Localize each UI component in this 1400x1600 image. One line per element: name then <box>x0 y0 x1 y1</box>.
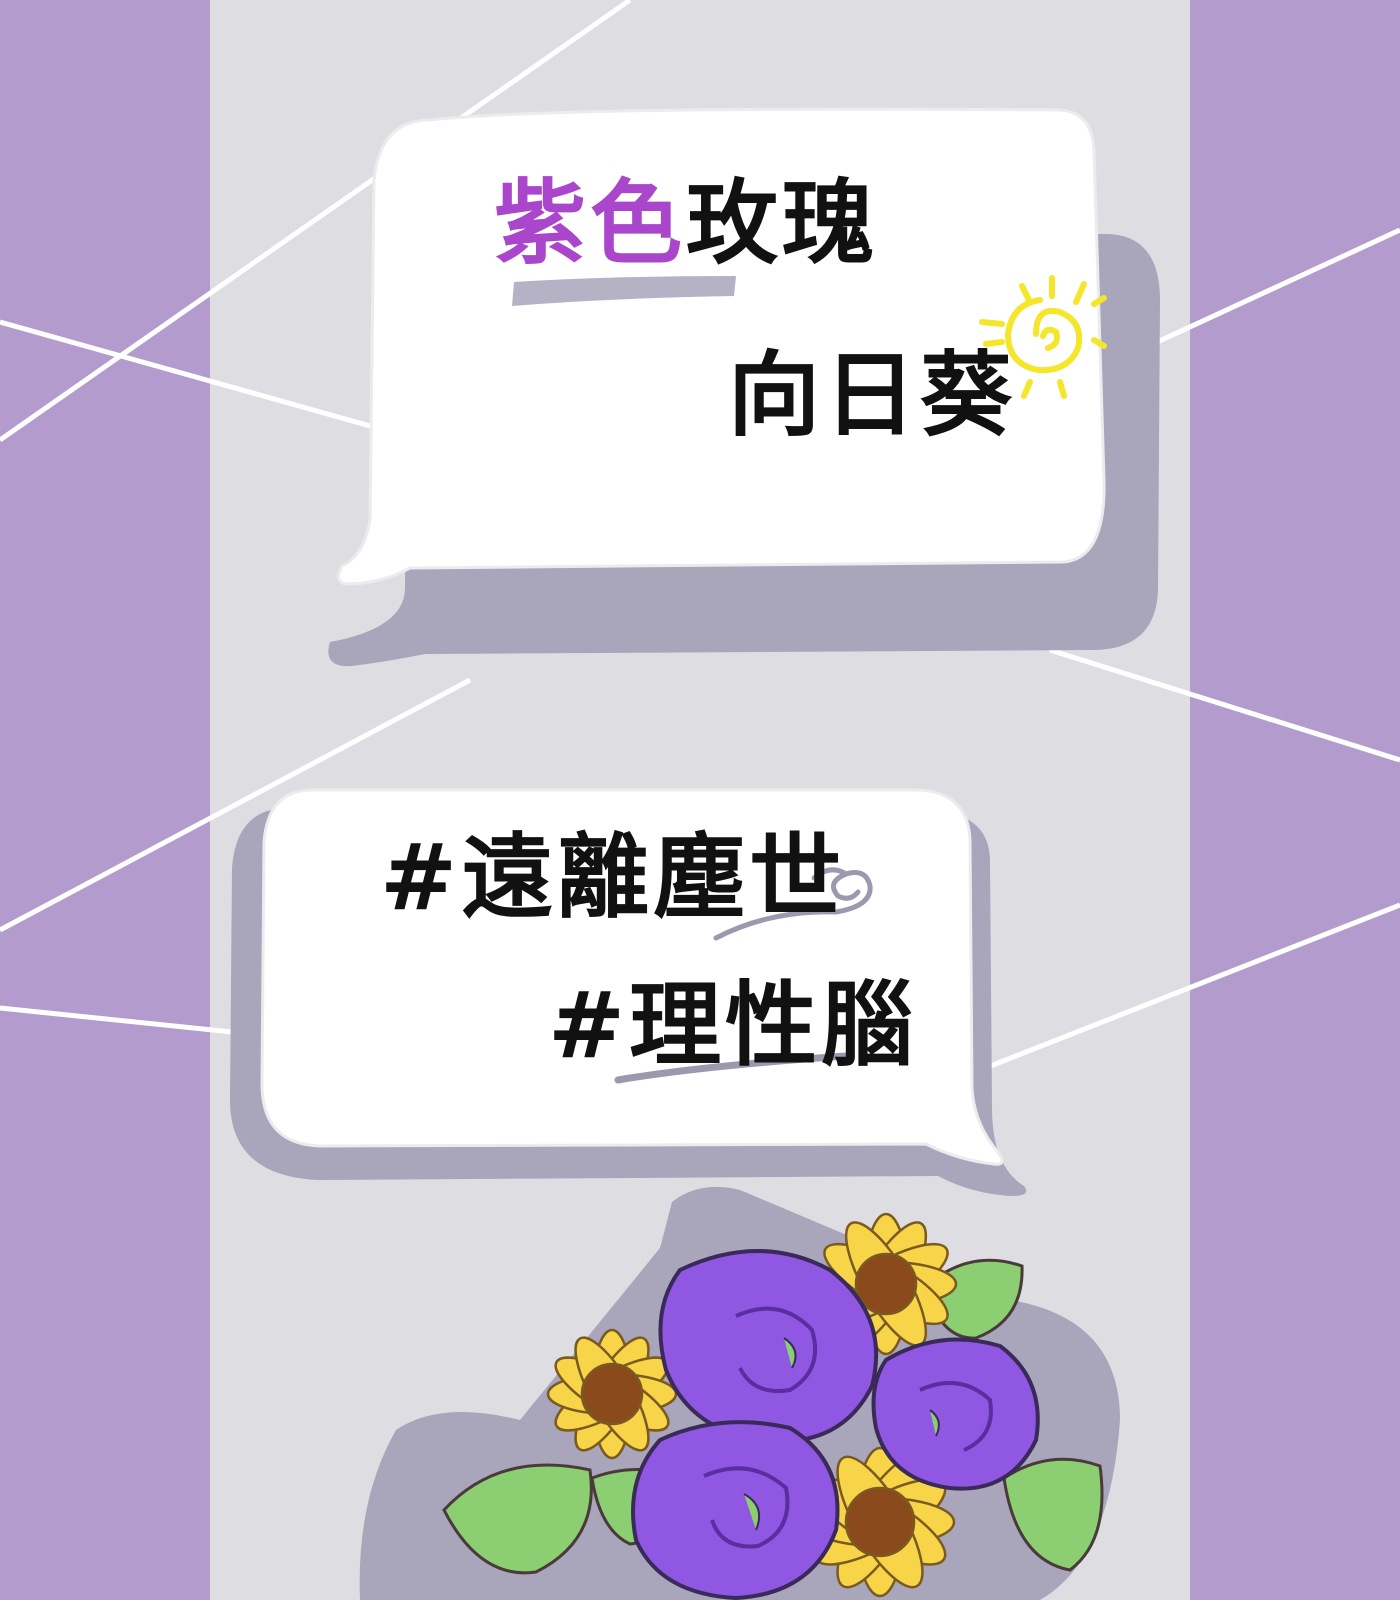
sunflowers <box>546 1212 958 1598</box>
rose <box>658 1249 879 1444</box>
highlight-word: 紫色 <box>494 170 687 277</box>
rose <box>871 1337 1040 1491</box>
rose-word: 玫瑰 <box>686 170 879 277</box>
left-panel <box>0 0 210 1600</box>
leaf <box>1002 1457 1104 1572</box>
background-lines <box>0 0 1400 1081</box>
leaf <box>442 1463 593 1575</box>
hashtag-rational-brain: #理性腦 <box>548 972 918 1079</box>
underline-stroke <box>614 1052 850 1084</box>
top-bubble <box>336 107 1106 586</box>
highlight-underline <box>512 276 736 306</box>
sunflower <box>814 1212 958 1356</box>
top-bubble-line-1: 紫色玫瑰 <box>494 178 878 270</box>
sun-icon <box>979 275 1107 399</box>
right-panel <box>1190 0 1400 1600</box>
sunflower <box>804 1446 956 1598</box>
roses <box>631 1249 1040 1600</box>
cloud-swirl-icon <box>713 867 873 941</box>
bottom-bubble <box>260 788 1004 1166</box>
hashtag-far-from-world: #遠離塵世 <box>380 824 846 931</box>
top-bubble-line-2: 向日葵 <box>728 342 1017 449</box>
rose <box>631 1420 840 1600</box>
